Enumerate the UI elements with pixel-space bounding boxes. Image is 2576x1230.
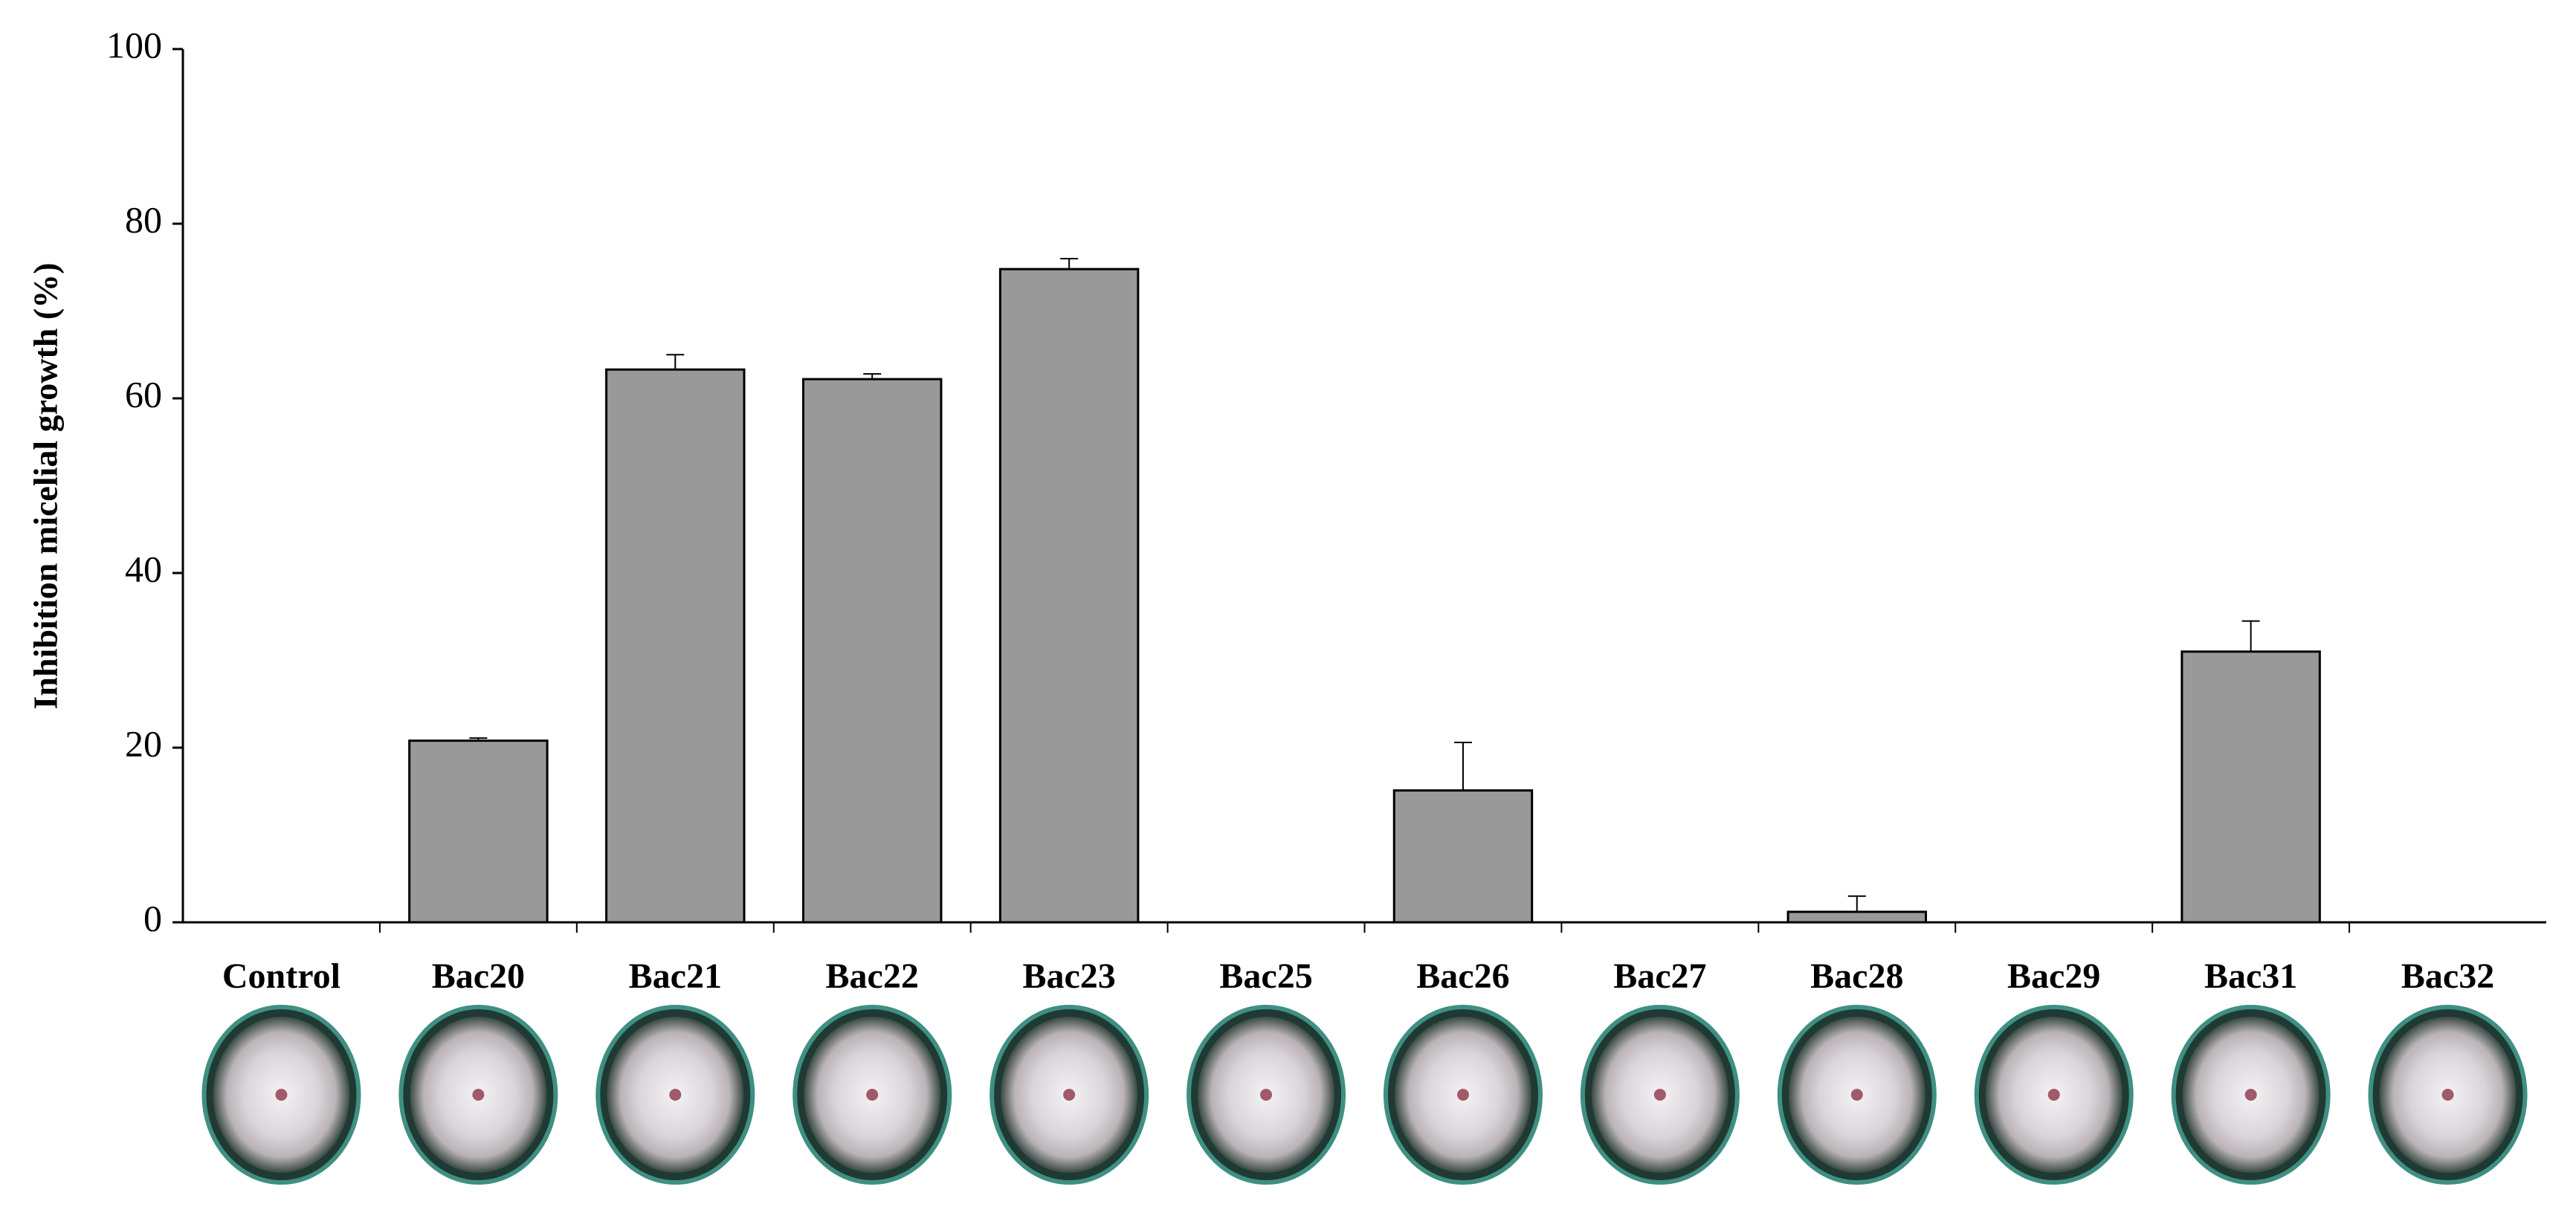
x-tick-label: Bac32 — [2401, 957, 2494, 996]
petri-dish-center — [2244, 1089, 2257, 1101]
y-axis-title: Inhibition micelial growth (%) — [27, 262, 65, 709]
x-tick-label: Bac31 — [2204, 957, 2297, 996]
petri-dish-center — [472, 1089, 485, 1101]
petri-dish-center — [1653, 1089, 1666, 1101]
petri-dish-center — [1850, 1089, 1863, 1101]
x-tick-label: Bac20 — [432, 957, 525, 996]
petri-dish-center — [275, 1089, 288, 1101]
x-tick-label: Bac27 — [1613, 957, 1706, 996]
petri-dish-center — [1260, 1089, 1273, 1101]
bar — [1786, 910, 1928, 924]
y-tick-label: 80 — [125, 198, 162, 240]
x-tick-label: Control — [222, 957, 340, 996]
x-tick-label: Bac21 — [629, 957, 722, 996]
x-tick-label: Bac25 — [1219, 957, 1312, 996]
petri-dish-center — [2441, 1089, 2454, 1101]
petri-dish-center — [1063, 1089, 1076, 1101]
petri-dish-center — [866, 1089, 879, 1101]
x-tick-label: Bac22 — [826, 957, 919, 996]
bar — [605, 368, 746, 924]
petri-dish-center — [1456, 1089, 1469, 1101]
bar — [998, 268, 1140, 924]
y-tick-label: 60 — [125, 373, 162, 415]
x-tick-label: Bac28 — [1810, 957, 1903, 996]
bar — [801, 378, 943, 924]
y-tick-label: 40 — [125, 548, 162, 589]
y-tick-label: 100 — [106, 24, 162, 65]
petri-dish-center — [2047, 1089, 2060, 1101]
petri-dish-center — [669, 1089, 682, 1101]
x-tick-label: Bac26 — [1416, 957, 1509, 996]
bar — [2180, 650, 2321, 924]
x-tick-label: Bac29 — [2007, 957, 2100, 996]
y-tick-label: 20 — [125, 722, 162, 764]
bar — [408, 739, 549, 924]
x-tick-label: Bac23 — [1022, 957, 1115, 996]
y-tick-label: 0 — [143, 897, 162, 939]
bar — [1392, 789, 1534, 924]
